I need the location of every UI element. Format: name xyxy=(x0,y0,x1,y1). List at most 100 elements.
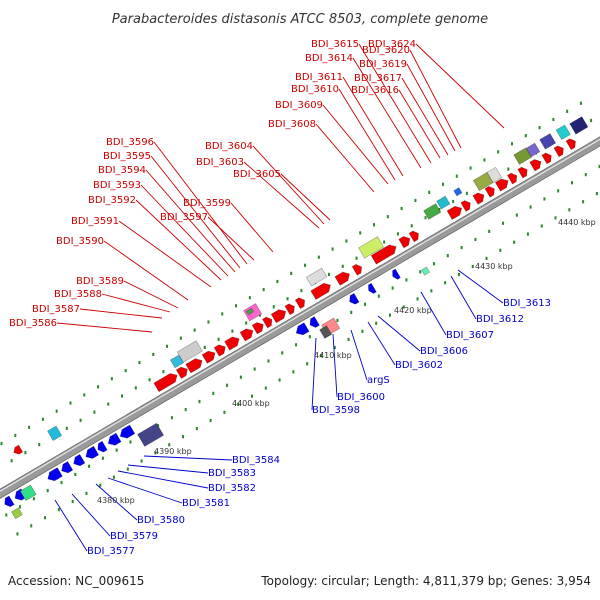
gene-label: BDI_3587 xyxy=(32,304,80,315)
forward-gene-arrow xyxy=(251,322,264,335)
tick-dot xyxy=(41,417,44,421)
gene-label: BDI_3617 xyxy=(354,73,402,84)
tick-dot xyxy=(579,101,582,105)
tick-dot xyxy=(304,263,307,267)
tick-dot xyxy=(248,296,251,300)
label-leader-line xyxy=(101,293,171,313)
forward-gene-arrow xyxy=(529,159,542,172)
gene-label: BDI_3581 xyxy=(182,498,230,509)
gene-label: BDI_3602 xyxy=(395,360,443,371)
feature-box xyxy=(555,124,571,140)
forward-gene-arrow xyxy=(334,271,350,286)
tick-dot xyxy=(543,197,546,201)
gene-label: BDI_3586 xyxy=(9,318,57,329)
label-leader-line xyxy=(150,155,241,269)
tick-dot xyxy=(336,318,339,323)
forward-gene-arrow xyxy=(565,138,576,151)
tick-dot xyxy=(264,386,267,390)
forward-gene-arrow xyxy=(460,200,471,212)
tick-dot xyxy=(88,464,91,468)
kbp-tick-label: 4440 kbp xyxy=(558,218,596,227)
forward-gene-arrow xyxy=(484,186,495,198)
gene-label: BDI_3613 xyxy=(503,298,551,309)
tick-dot xyxy=(129,440,132,444)
tick-dot xyxy=(598,164,600,169)
tick-dot xyxy=(327,272,330,277)
label-leader-line xyxy=(406,63,456,152)
kbp-tick-labels: 4380 kbp 4390 kbp 4400 kbp 4410 kbp 4420 kbp… xyxy=(97,218,596,505)
kbp-tick-label: 4380 kbp xyxy=(97,496,135,505)
tick-dot xyxy=(373,223,376,227)
tick-dot xyxy=(566,109,569,113)
tick-dot xyxy=(115,448,118,452)
forward-gene-arrow xyxy=(284,303,295,316)
label-leader-line xyxy=(56,322,153,333)
tick-dot xyxy=(361,329,364,333)
tick-dot xyxy=(253,367,256,371)
label-leader-line xyxy=(350,329,368,381)
tick-dot xyxy=(391,286,394,290)
reverse-gene-arrow xyxy=(85,445,100,459)
tick-dot xyxy=(552,117,555,122)
tick-dot xyxy=(295,343,298,347)
label-leader-line xyxy=(352,57,422,169)
forward-gene-arrow xyxy=(517,166,528,179)
forward-gene-arrow xyxy=(408,230,419,243)
tick-dot xyxy=(28,425,31,429)
label-leader-line xyxy=(280,173,331,221)
tick-dot xyxy=(292,370,295,374)
forward-gene-arrow xyxy=(446,206,463,220)
tick-dot xyxy=(410,224,413,228)
tick-dot xyxy=(32,497,35,501)
kbp-tick-label: 4390 kbp xyxy=(154,447,192,456)
tick-dot xyxy=(402,305,405,309)
gene-label: BDI_3612 xyxy=(476,314,524,325)
tick-dot xyxy=(44,516,47,520)
tick-dot xyxy=(441,182,444,186)
tick-dot xyxy=(319,354,322,358)
tick-dot xyxy=(126,467,129,471)
label-leader-line xyxy=(358,43,432,164)
tick-dot xyxy=(538,125,541,130)
tick-dot xyxy=(595,192,598,196)
label-leader-line xyxy=(207,216,255,261)
feature-box xyxy=(319,325,333,339)
tick-dot xyxy=(79,418,82,422)
tick-dot xyxy=(38,442,41,447)
tick-dot xyxy=(568,208,571,212)
kbp-tick-label: 4420 kbp xyxy=(394,306,432,315)
gene-label: BDI_3611 xyxy=(295,72,343,83)
tick-dot xyxy=(471,264,474,269)
tick-dot xyxy=(446,254,449,258)
gene-label: BDI_3597 xyxy=(160,212,208,223)
tick-dot xyxy=(60,480,63,485)
tick-dot xyxy=(55,409,58,413)
tick-dot xyxy=(30,524,33,528)
tick-dot xyxy=(438,208,441,212)
tick-dot xyxy=(499,248,502,252)
gene-label: BDI_3593 xyxy=(93,180,141,191)
tick-dot xyxy=(507,167,510,171)
gene-label: BDI_3584 xyxy=(232,455,280,466)
tick-dot xyxy=(65,426,68,430)
tick-dot xyxy=(290,271,293,275)
forward-gene-arrow xyxy=(294,297,306,310)
forward-gene-arrow xyxy=(13,444,24,455)
tick-dot xyxy=(107,402,110,406)
tick-dot xyxy=(355,256,358,260)
gene-label: BDI_3616 xyxy=(351,85,399,96)
tick-dot xyxy=(278,378,281,382)
gene-label: BDI_3591 xyxy=(71,216,119,227)
gene-labels: BDI_3586 BDI_3587 BDI_3588 BDI_3589 BDI_3590… xyxy=(9,39,551,557)
label-leader-line xyxy=(409,49,462,149)
feature-box xyxy=(11,507,23,520)
reverse-gene-arrow xyxy=(119,424,136,439)
tick-dot xyxy=(400,206,403,211)
tick-dot xyxy=(582,200,585,204)
feature-box xyxy=(472,171,494,192)
tick-dot xyxy=(341,264,344,268)
tick-dot xyxy=(345,239,348,243)
tick-dot xyxy=(157,424,160,428)
tick-dot xyxy=(170,416,173,420)
forward-gene-arrow xyxy=(185,358,203,374)
